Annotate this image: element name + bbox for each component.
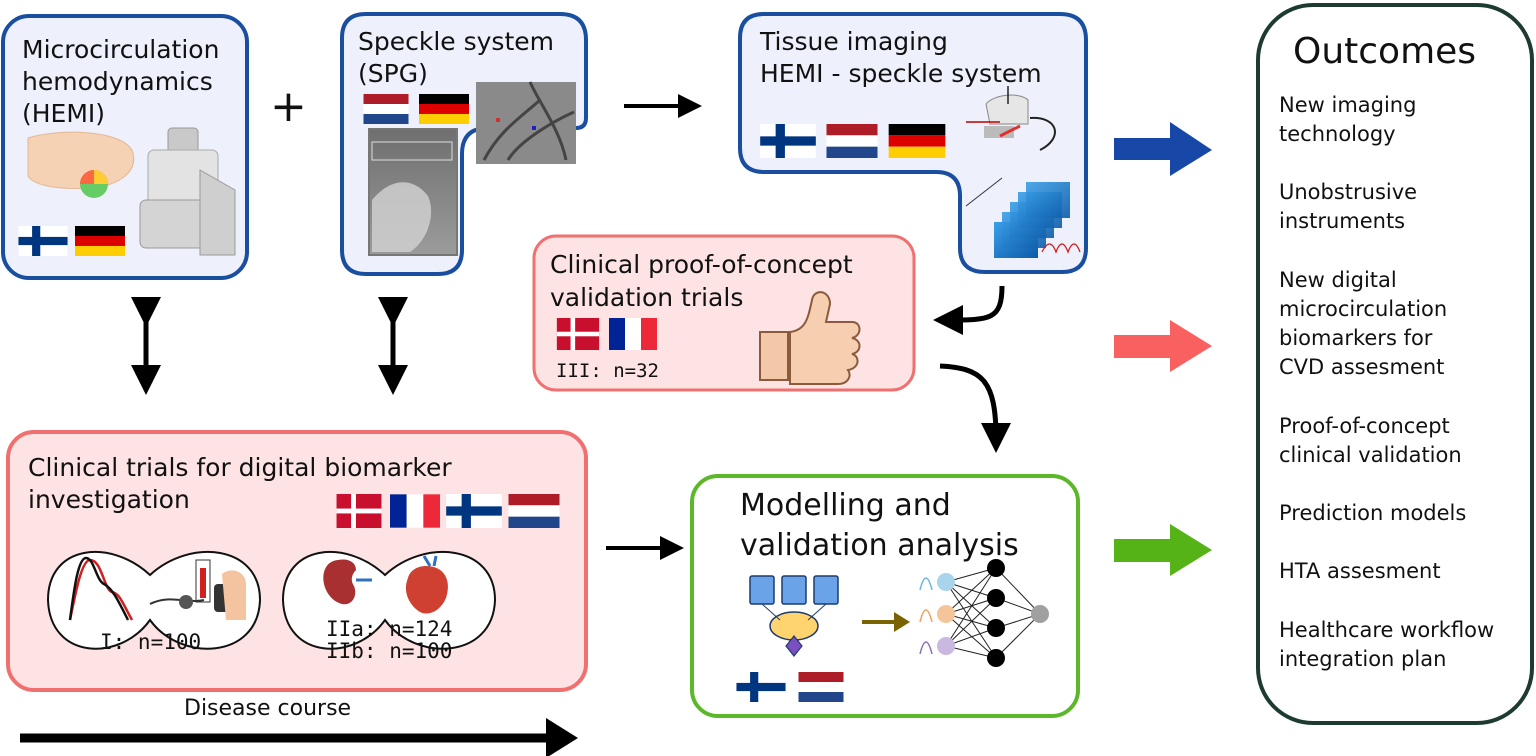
trials-title-line2: investigation bbox=[28, 485, 190, 514]
france-flag-icon bbox=[609, 318, 657, 350]
finger-illustration bbox=[27, 131, 135, 198]
germany-flag-icon bbox=[419, 94, 469, 124]
green-outcome-arrow bbox=[1114, 524, 1212, 576]
spg-title: Speckle system (SPG) bbox=[358, 26, 554, 90]
outcome-line: Prediction models bbox=[1279, 501, 1467, 525]
outcome-line: HTA assesment bbox=[1279, 559, 1441, 583]
hemi-title-line2: hemodynamics bbox=[22, 67, 213, 96]
plus-sign: + bbox=[270, 81, 307, 132]
heart-illustration bbox=[405, 555, 448, 614]
outcome-line: biomarkers for bbox=[1279, 326, 1433, 350]
outcome-line: Proof-of-concept bbox=[1279, 414, 1450, 438]
tissue-title-line2: HEMI - speckle system bbox=[760, 59, 1042, 88]
modelling-title: Modelling and validation analysis bbox=[740, 486, 1019, 566]
red-outcome-arrow bbox=[1114, 320, 1212, 372]
hemi-title-line1: Microcirculation bbox=[22, 35, 220, 64]
germany-flag-icon bbox=[888, 124, 946, 158]
netherlands-flag-icon bbox=[798, 672, 844, 702]
finland-flag-icon bbox=[18, 226, 68, 256]
hemi-title: Microcirculation hemodynamics (HEMI) bbox=[22, 34, 219, 130]
olive-arrow bbox=[862, 612, 910, 632]
denmark-flag-icon bbox=[556, 318, 600, 350]
finland-flag-icon bbox=[760, 124, 816, 158]
cohort-ii-labels: IIa: n=124 IIb: n=100 bbox=[326, 618, 452, 662]
outcome-line: instruments bbox=[1279, 209, 1406, 233]
modelling-title-line1: Modelling and bbox=[740, 488, 951, 523]
germany-flag-icon bbox=[75, 226, 125, 256]
blue-outcome-arrow bbox=[1114, 122, 1212, 176]
vessel-image bbox=[476, 81, 576, 164]
netherlands-flag-icon bbox=[826, 124, 878, 158]
outcomes-box bbox=[1256, 3, 1534, 725]
kidney-illustration bbox=[323, 559, 372, 605]
data-documents-icon bbox=[749, 575, 839, 657]
pulse-waveform-illustration bbox=[68, 556, 134, 621]
outcome-line: Unobstrusive bbox=[1279, 180, 1418, 204]
tissue-title: Tissue imaging HEMI - speckle system bbox=[760, 26, 1042, 90]
finland-flag-icon bbox=[736, 672, 786, 702]
outcome-item: Healthcare workflow integration plan bbox=[1279, 616, 1494, 674]
outcome-item: HTA assesment bbox=[1279, 557, 1441, 586]
poc-title: Clinical proof-of-concept validation tri… bbox=[550, 248, 853, 314]
outcome-line: New digital bbox=[1279, 268, 1397, 292]
outcomes-title: Outcomes bbox=[1293, 31, 1477, 72]
cohort-i-label: I: n=100 bbox=[100, 630, 202, 654]
outcome-item: New imaging technology bbox=[1279, 91, 1416, 149]
poc-cohort: III: n=32 bbox=[556, 360, 659, 382]
arrow-tissue-to-poc bbox=[933, 285, 1005, 335]
neural-network-icon bbox=[919, 559, 1049, 667]
denmark-flag-icon bbox=[336, 494, 382, 528]
imaging-setup-illustration bbox=[966, 86, 1056, 151]
cohort-iia-label: IIa: n=124 bbox=[326, 617, 453, 641]
outcome-item: Prediction models bbox=[1279, 499, 1466, 528]
blood-pressure-cuff-illustration bbox=[149, 559, 246, 620]
outcome-line: clinical validation bbox=[1279, 443, 1462, 467]
poc-title-line2: validation trials bbox=[550, 283, 744, 312]
hyperspectral-cube-illustration bbox=[965, 177, 1081, 258]
outcome-line: integration plan bbox=[1279, 647, 1447, 671]
spg-title-line2: (SPG) bbox=[358, 59, 428, 88]
poc-title-line1: Clinical proof-of-concept bbox=[550, 250, 853, 279]
arrow-poc-to-modelling bbox=[939, 363, 1011, 453]
speckle-image bbox=[368, 128, 458, 256]
spg-title-line1: Speckle system bbox=[358, 27, 554, 56]
netherlands-flag-icon bbox=[508, 494, 560, 528]
disease-course-label: Disease course bbox=[184, 696, 352, 721]
tissue-title-line1: Tissue imaging bbox=[760, 27, 948, 56]
disease-course-arrowhead bbox=[546, 718, 578, 756]
outcome-line: technology bbox=[1279, 122, 1396, 146]
outcome-item: Unobstrusive instruments bbox=[1279, 178, 1417, 236]
cohort-iib-label: IIb: n=100 bbox=[326, 639, 453, 663]
finland-flag-icon bbox=[446, 494, 502, 528]
trials-title-line1: Clinical trials for digital biomarker bbox=[28, 453, 452, 482]
hemi-title-line3: (HEMI) bbox=[22, 99, 106, 128]
outcome-item: Proof-of-concept clinical validation bbox=[1279, 412, 1462, 470]
outcome-item: New digital microcirculation biomarkers … bbox=[1279, 266, 1447, 382]
modelling-box bbox=[690, 474, 1080, 718]
outcome-line: microcirculation bbox=[1279, 297, 1448, 321]
outcome-line: CVD assesment bbox=[1279, 355, 1445, 379]
hemi-device-illustration bbox=[139, 127, 236, 256]
outcome-line: Healthcare workflow bbox=[1279, 618, 1495, 642]
outcome-line: New imaging bbox=[1279, 93, 1417, 117]
trials-title: Clinical trials for digital biomarker in… bbox=[28, 452, 452, 516]
thumbs-up-icon bbox=[759, 291, 861, 385]
netherlands-flag-icon bbox=[363, 94, 409, 124]
france-flag-icon bbox=[390, 494, 440, 528]
modelling-title-line2: validation analysis bbox=[740, 528, 1019, 563]
